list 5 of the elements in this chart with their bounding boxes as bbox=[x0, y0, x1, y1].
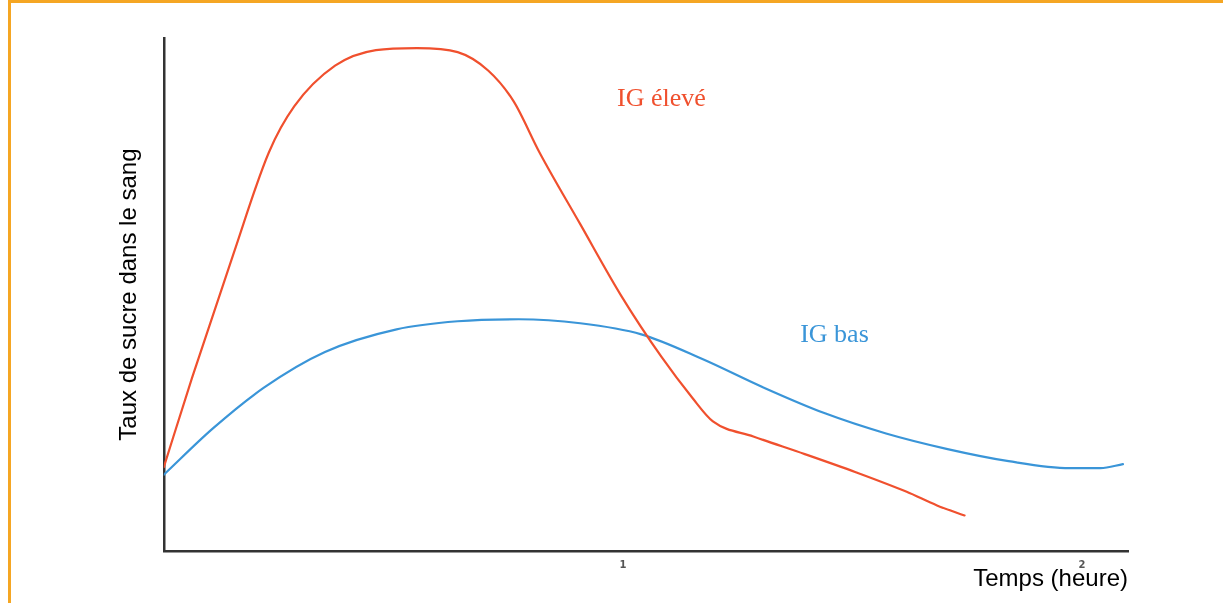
x-tick-label: 2 bbox=[1078, 558, 1086, 570]
series-label: IG bas bbox=[800, 319, 869, 349]
x-tick-label: 1 bbox=[619, 558, 627, 570]
y-axis-title: Taux de sucre dans le sang bbox=[114, 148, 142, 441]
text: IG élevé bbox=[616, 83, 706, 113]
